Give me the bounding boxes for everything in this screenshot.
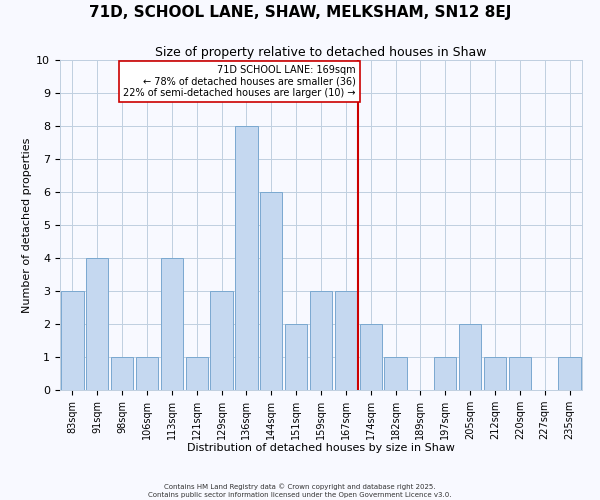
Bar	[559, 357, 581, 390]
Bar	[185, 357, 208, 390]
Bar	[161, 258, 183, 390]
Bar	[136, 357, 158, 390]
Bar	[434, 357, 457, 390]
X-axis label: Distribution of detached houses by size in Shaw: Distribution of detached houses by size …	[187, 444, 455, 454]
Bar	[111, 357, 133, 390]
Y-axis label: Number of detached properties: Number of detached properties	[22, 138, 32, 312]
Bar	[86, 258, 109, 390]
Bar	[235, 126, 257, 390]
Bar	[285, 324, 307, 390]
Bar	[260, 192, 283, 390]
Bar	[359, 324, 382, 390]
Bar	[335, 291, 357, 390]
Title: Size of property relative to detached houses in Shaw: Size of property relative to detached ho…	[155, 46, 487, 59]
Bar	[484, 357, 506, 390]
Bar	[459, 324, 481, 390]
Bar	[310, 291, 332, 390]
Text: Contains HM Land Registry data © Crown copyright and database right 2025.
Contai: Contains HM Land Registry data © Crown c…	[148, 484, 452, 498]
Bar	[61, 291, 83, 390]
Bar	[509, 357, 531, 390]
Text: 71D, SCHOOL LANE, SHAW, MELKSHAM, SN12 8EJ: 71D, SCHOOL LANE, SHAW, MELKSHAM, SN12 8…	[89, 5, 511, 20]
Bar	[211, 291, 233, 390]
Text: 71D SCHOOL LANE: 169sqm
← 78% of detached houses are smaller (36)
22% of semi-de: 71D SCHOOL LANE: 169sqm ← 78% of detache…	[124, 65, 356, 98]
Bar	[385, 357, 407, 390]
